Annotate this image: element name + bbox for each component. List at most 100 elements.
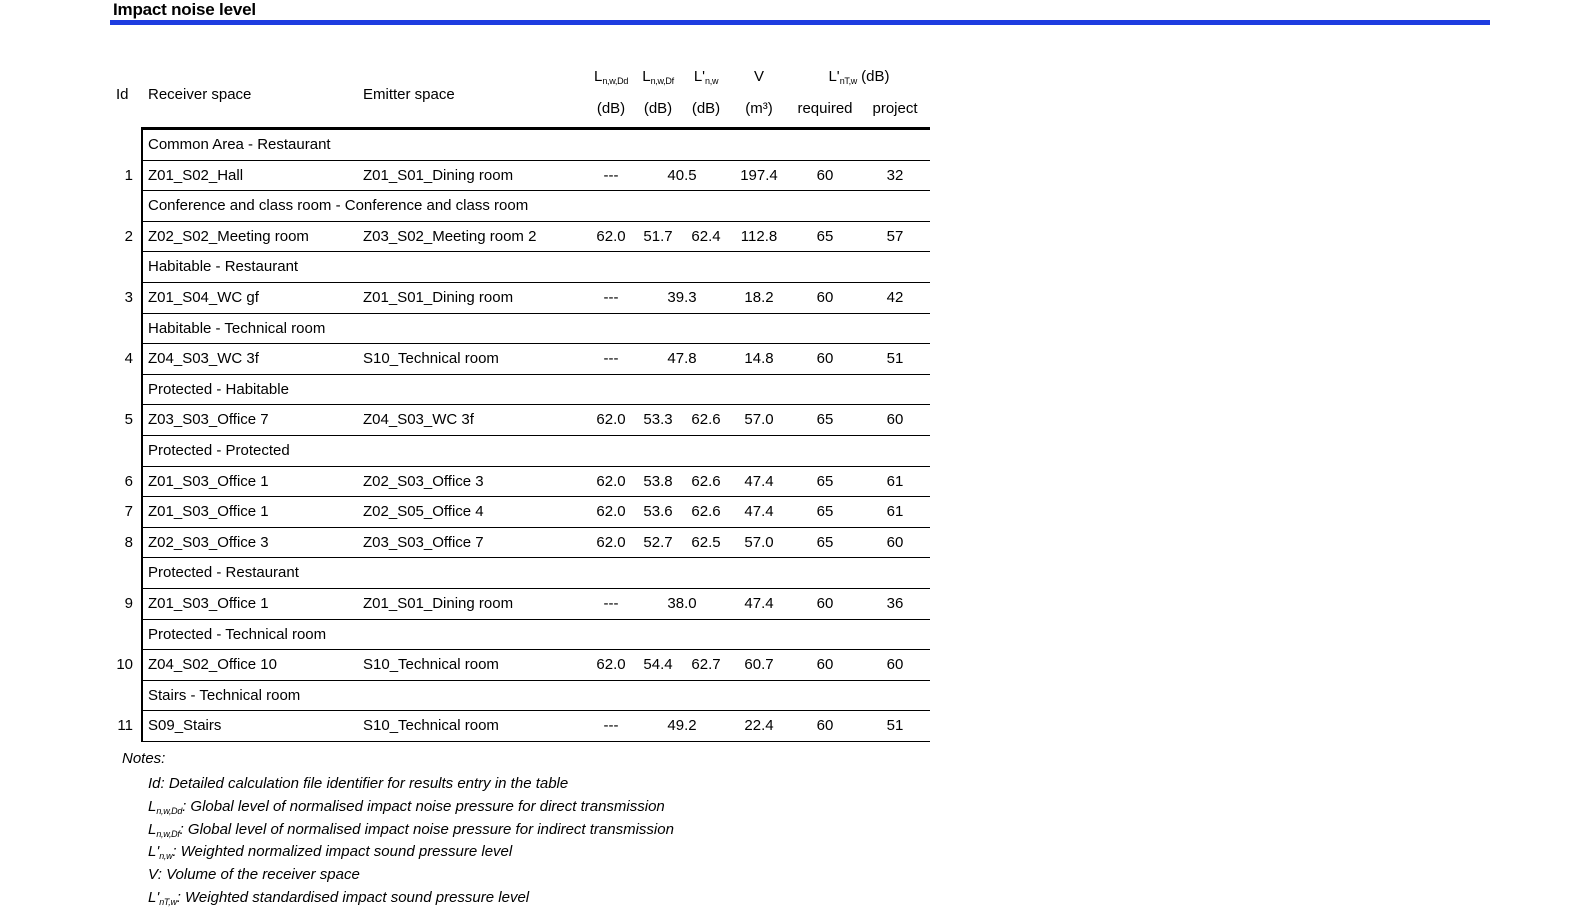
lnw-value: 62.5 [691,533,721,551]
lnwdd-value: --- [603,350,619,368]
row-id-cell [0,191,141,222]
emitter-space-cell: Z02_S05_Office 4 [363,503,484,521]
receiver-space-cell: Z01_S03_Office 1 [148,503,269,521]
table-row: 11 S09_Stairs S10_Technical room --- 49.2 22.… [0,711,930,742]
header-receiver-space: Receiver space [148,86,252,103]
lnwdf-value: 53.8 [643,472,673,490]
row-body: Common Area - Restaurant [141,130,930,161]
note-symbol: L' [148,888,160,906]
group-label: Protected - Protected [148,441,290,459]
table-top-border [141,127,930,130]
row-body: Z02_S02_Meeting room Z03_S02_Meeting room… [141,221,930,253]
row-body: S09_Stairs S10_Technical room --- 49.2 22.4 6… [141,711,930,742]
lnw-value: 62.6 [691,503,721,521]
lnwdd-value: 62.0 [596,533,626,551]
row-id-cell [0,252,141,283]
group-label: Stairs - Technical room [148,686,301,704]
required-value: 60 [816,166,834,184]
receiver-space-cell: Z02_S02_Meeting room [148,227,309,245]
lnwdd-value: 62.0 [596,472,626,490]
lnwdf-value: 40.5 [667,166,697,184]
table-row: 8 Z02_S03_Office 3 Z03_S03_Office 7 62.0 52.… [0,527,930,559]
lnwdf-value: 53.6 [643,503,673,521]
row-body: Z04_S03_WC 3f S10_Technical room --- 47.8 14… [141,344,930,375]
volume-value: 18.2 [744,288,774,306]
required-value: 60 [816,717,834,735]
project-value: 42 [886,288,904,306]
row-id-cell: 6 [124,472,133,490]
note-line: Ln,w,Df: Global level of normalised impa… [148,819,674,842]
emitter-space-cell: S10_Technical room [363,350,499,368]
project-value: 32 [886,166,904,184]
header-lnw: L'n,w [682,68,730,86]
header-volume-unit: (m³) [745,100,773,117]
row-body: Z01_S03_Office 1 Z01_S01_Dining room --- 38… [141,588,930,620]
note-line: L'nT,w: Weighted standardised impact sou… [148,887,674,910]
lnwdd-value: 62.0 [596,411,626,429]
header-lnwdd-subscript: n,w,Dd [602,76,629,86]
required-value: 65 [816,227,834,245]
note-text: : Global level of normalised impact nois… [179,820,674,838]
header-lnw-unit: (dB) [691,100,721,117]
emitter-space-cell: Z01_S01_Dining room [363,288,514,306]
receiver-space-cell: Z02_S03_Office 3 [148,533,269,551]
receiver-space-cell: Z04_S02_Office 10 [148,656,277,674]
note-symbol: L [148,820,157,838]
project-value: 60 [886,533,904,551]
note-text: : Global level of normalised impact nois… [182,797,665,815]
volume-value: 47.4 [744,594,774,612]
group-label: Protected - Habitable [148,380,289,398]
row-body: Habitable - Technical room [141,313,930,345]
volume-value: 57.0 [744,411,774,429]
group-label: Common Area - Restaurant [148,136,331,153]
row-id-cell: 10 [116,656,133,674]
emitter-space-cell: Z03_S02_Meeting room 2 [363,227,537,245]
required-value: 60 [816,594,834,612]
volume-value: 112.8 [740,227,778,245]
header-lntw-symbol: L' [828,68,840,85]
project-value: 51 [886,350,904,368]
lnwdd-value: 62.0 [596,227,626,245]
required-value: 60 [816,656,834,674]
row-id-cell [0,314,141,345]
impact-noise-table: Common Area - Restaurant 1 Z01_S02_Hall Z01… [0,130,930,742]
note-subscript: n,w [159,851,173,862]
lnwdf-value: 51.7 [643,227,673,245]
lnwdf-value: 47.8 [667,350,697,368]
row-id-cell: 2 [124,227,133,245]
header-project: project [872,100,918,117]
header-lnw-subscript: n,w [705,76,719,86]
notes-list: Id: Detailed calculation file identifier… [148,773,674,910]
group-row: Conference and class room - Conference a… [0,191,930,222]
lnwdd-value: --- [603,288,619,306]
required-value: 65 [816,472,834,490]
project-value: 60 [886,656,904,674]
table-row: 3 Z01_S04_WC gf Z01_S01_Dining room --- 39.3… [0,282,930,314]
row-id-cell [0,130,141,161]
table-row: 7 Z01_S03_Office 1 Z02_S05_Office 4 62.0 53.… [0,497,930,528]
emitter-space-cell: Z01_S01_Dining room [363,166,514,184]
header-id: Id [116,86,129,103]
row-body: Z01_S02_Hall Z01_S01_Dining room --- 40.5 19… [141,160,930,192]
note-symbol: V [148,866,158,884]
row-body: Protected - Restaurant [141,558,930,589]
row-body: Z02_S03_Office 3 Z03_S03_Office 7 62.0 52.7… [141,527,930,559]
emitter-space-cell: Z04_S03_WC 3f [363,411,474,429]
project-value: 57 [886,227,904,245]
lnwdf-value: 39.3 [667,288,697,306]
note-subscript: n,w,Df [156,828,180,839]
row-id-cell: 5 [124,411,133,429]
header-lnwdf-unit: (dB) [643,100,673,117]
row-id-cell: 7 [124,503,133,521]
row-id-cell: 11 [117,717,133,735]
table-row: 9 Z01_S03_Office 1 Z01_S01_Dining room --- 3… [0,588,930,620]
header-lnwdf: Ln,w,Df [634,68,682,86]
lnwdd-value: --- [603,717,619,735]
required-value: 65 [816,503,834,521]
lnwdd-value: --- [603,166,619,184]
receiver-space-cell: Z01_S02_Hall [148,166,244,184]
required-value: 65 [816,533,834,551]
group-label: Habitable - Restaurant [148,258,299,276]
row-id-cell [0,681,141,712]
